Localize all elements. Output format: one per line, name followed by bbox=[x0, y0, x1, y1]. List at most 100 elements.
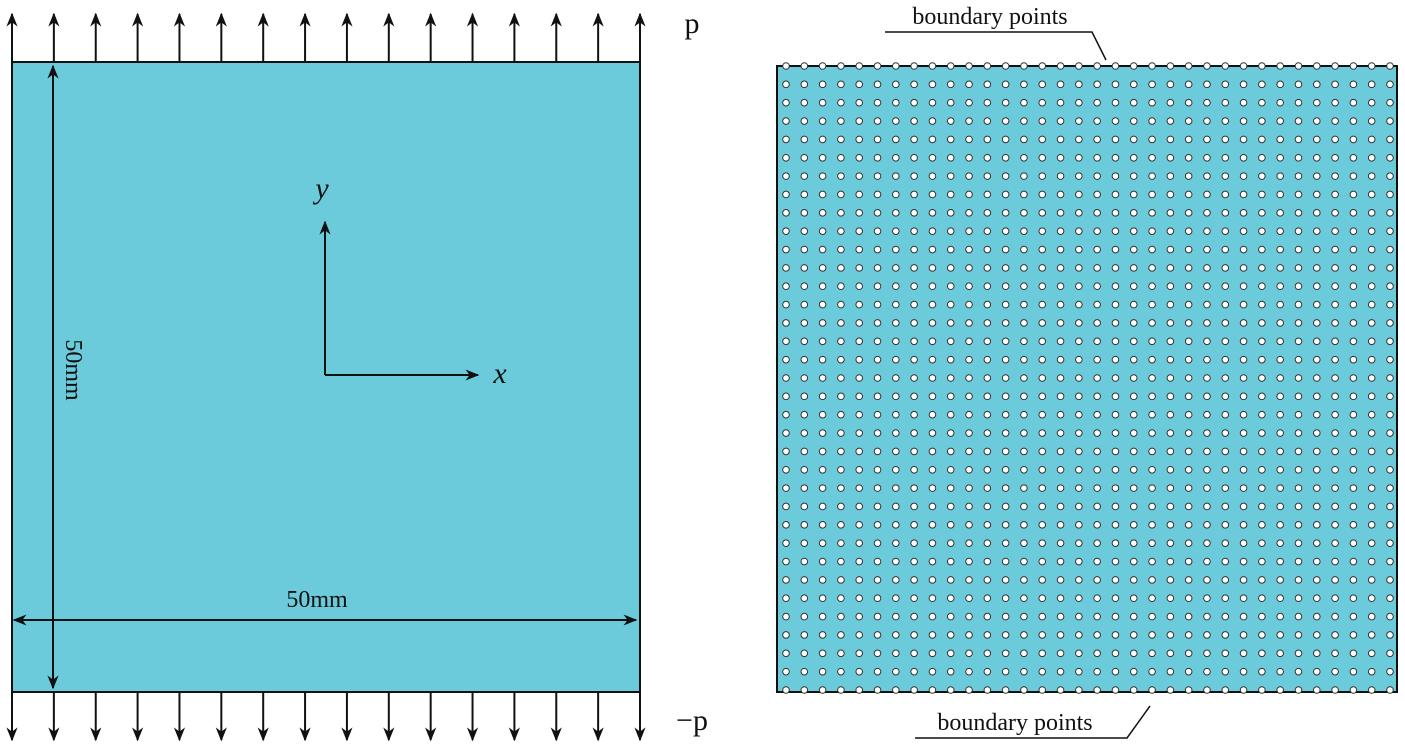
point bbox=[1349, 557, 1358, 566]
point bbox=[1294, 209, 1303, 217]
point bbox=[1038, 392, 1047, 401]
point bbox=[1294, 594, 1303, 603]
point bbox=[1349, 686, 1358, 694]
point bbox=[1020, 392, 1028, 401]
point bbox=[1221, 502, 1230, 511]
point bbox=[1056, 80, 1065, 89]
point bbox=[1386, 594, 1394, 603]
point bbox=[1184, 521, 1193, 529]
point bbox=[1258, 319, 1266, 327]
point bbox=[782, 686, 790, 694]
point bbox=[1038, 667, 1047, 676]
point bbox=[1203, 80, 1211, 89]
point bbox=[1367, 557, 1376, 566]
point bbox=[800, 264, 809, 272]
point bbox=[1239, 502, 1248, 511]
point bbox=[782, 594, 790, 603]
point bbox=[1221, 245, 1230, 254]
point bbox=[1349, 135, 1358, 144]
point bbox=[1386, 80, 1394, 89]
point bbox=[1203, 153, 1211, 162]
point bbox=[1239, 227, 1248, 235]
point bbox=[1331, 521, 1339, 529]
point bbox=[1148, 392, 1156, 401]
point bbox=[1111, 374, 1120, 382]
point bbox=[1331, 117, 1339, 125]
point bbox=[1203, 484, 1211, 492]
point bbox=[1294, 227, 1303, 235]
point bbox=[1166, 117, 1175, 125]
point bbox=[873, 319, 882, 327]
point bbox=[1038, 337, 1047, 346]
point bbox=[946, 209, 955, 217]
point bbox=[910, 264, 918, 272]
point bbox=[946, 612, 955, 621]
point bbox=[1075, 80, 1083, 89]
point bbox=[1386, 502, 1394, 511]
point bbox=[1221, 649, 1230, 658]
point bbox=[1276, 557, 1284, 566]
point bbox=[1331, 447, 1339, 456]
point bbox=[1111, 245, 1120, 254]
point bbox=[1148, 502, 1156, 511]
point bbox=[1331, 245, 1339, 254]
point bbox=[855, 594, 864, 603]
point bbox=[1038, 300, 1047, 309]
point bbox=[1349, 447, 1358, 456]
point bbox=[1148, 594, 1156, 603]
point bbox=[1148, 667, 1156, 676]
point bbox=[855, 98, 864, 107]
point bbox=[1056, 410, 1065, 419]
point bbox=[1001, 374, 1010, 382]
point bbox=[1111, 135, 1120, 144]
point bbox=[1111, 337, 1120, 346]
point bbox=[983, 429, 992, 437]
point bbox=[1166, 355, 1175, 364]
point bbox=[946, 227, 955, 235]
point bbox=[1129, 282, 1138, 291]
point bbox=[928, 355, 937, 364]
point bbox=[1331, 98, 1339, 107]
point bbox=[1258, 135, 1266, 144]
point bbox=[1312, 355, 1321, 364]
point bbox=[965, 667, 973, 676]
point bbox=[1093, 557, 1101, 566]
point bbox=[928, 282, 937, 291]
point bbox=[1386, 612, 1394, 621]
point bbox=[1148, 300, 1156, 309]
point bbox=[1129, 429, 1138, 437]
point bbox=[1367, 521, 1376, 529]
point bbox=[818, 117, 827, 125]
point bbox=[965, 227, 973, 235]
point bbox=[1386, 447, 1394, 456]
point bbox=[1386, 557, 1394, 566]
point bbox=[983, 209, 992, 217]
point bbox=[1166, 392, 1175, 401]
point bbox=[818, 282, 827, 291]
point bbox=[1239, 594, 1248, 603]
point bbox=[1184, 227, 1193, 235]
point bbox=[928, 135, 937, 144]
point bbox=[1148, 245, 1156, 254]
point bbox=[800, 447, 809, 456]
point bbox=[928, 172, 937, 180]
point bbox=[1075, 282, 1083, 291]
point bbox=[1093, 355, 1101, 364]
point bbox=[1276, 686, 1284, 694]
point bbox=[1038, 429, 1047, 437]
point bbox=[1276, 576, 1284, 584]
point bbox=[818, 209, 827, 217]
point bbox=[910, 392, 918, 401]
point bbox=[1129, 612, 1138, 621]
point bbox=[1111, 209, 1120, 217]
point bbox=[855, 649, 864, 658]
point bbox=[782, 557, 790, 566]
point bbox=[1386, 686, 1394, 694]
point bbox=[1129, 190, 1138, 199]
point bbox=[1294, 117, 1303, 125]
point bbox=[892, 62, 900, 70]
point bbox=[1349, 465, 1358, 474]
point bbox=[1258, 245, 1266, 254]
point bbox=[928, 594, 937, 603]
